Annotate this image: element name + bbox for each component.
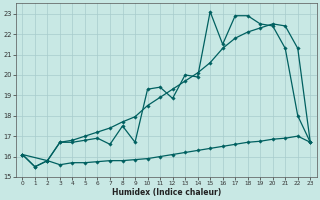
X-axis label: Humidex (Indice chaleur): Humidex (Indice chaleur) xyxy=(112,188,221,197)
